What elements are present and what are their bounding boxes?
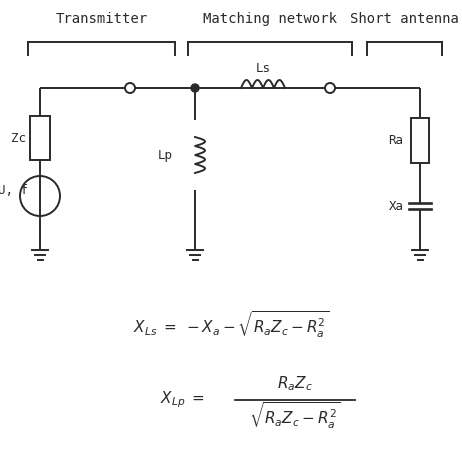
Circle shape <box>125 83 135 93</box>
Text: $R_a Z_c$: $R_a Z_c$ <box>277 375 313 393</box>
Text: Matching network: Matching network <box>203 12 337 26</box>
Text: Zc: Zc <box>11 131 25 145</box>
Text: Ra: Ra <box>389 133 403 147</box>
Circle shape <box>191 84 199 92</box>
Text: Transmitter: Transmitter <box>55 12 147 26</box>
Text: $X_{Ls} \; = \; -X_a - \sqrt{R_a Z_c - R_a^2}$: $X_{Ls} \; = \; -X_a - \sqrt{R_a Z_c - R… <box>133 310 329 340</box>
Text: Lp: Lp <box>158 149 173 161</box>
Circle shape <box>325 83 335 93</box>
Bar <box>411 118 429 162</box>
Text: Xa: Xa <box>389 199 403 212</box>
Text: Ls: Ls <box>255 61 270 75</box>
Text: Short antenna: Short antenna <box>350 12 459 26</box>
Text: $X_{Lp} \; = $: $X_{Lp} \; = $ <box>160 390 205 410</box>
Bar <box>30 116 50 160</box>
Text: U, f: U, f <box>0 185 28 198</box>
Text: $\sqrt{R_a Z_c - R_a^2}$: $\sqrt{R_a Z_c - R_a^2}$ <box>249 401 340 431</box>
